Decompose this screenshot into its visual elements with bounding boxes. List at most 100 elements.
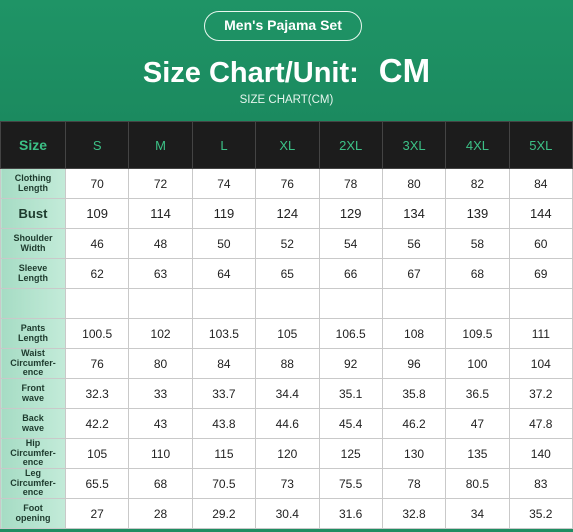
- cell: 47.8: [508, 408, 573, 439]
- cell: 46.2: [381, 408, 447, 439]
- row-label: Clothing Length: [0, 168, 66, 199]
- row-label: Back wave: [0, 408, 66, 439]
- empty-cell: [0, 288, 66, 319]
- title: Size Chart/Unit:: [142, 57, 359, 89]
- cell: 70.5: [191, 468, 257, 499]
- column-header: L: [191, 121, 257, 169]
- cell: 68: [128, 468, 193, 499]
- cell: 54: [318, 228, 383, 259]
- cell: 65.5: [64, 468, 130, 499]
- cell: 60: [508, 228, 573, 259]
- cell: 32.3: [64, 378, 130, 409]
- cell: 82: [445, 168, 510, 199]
- table-row: Shoulder Width 46 48 50 52 54 56 58 60: [0, 228, 573, 259]
- cell: 48: [128, 228, 193, 259]
- cell: 84: [508, 168, 573, 199]
- cell: 66: [318, 258, 383, 289]
- cell: 119: [191, 198, 257, 229]
- cell: 47: [445, 408, 510, 439]
- table-row: Hip Circumfer- ence 105 110 115 120 125 130 135…: [0, 438, 573, 469]
- empty-cell: [255, 288, 320, 319]
- cell: 84: [191, 348, 257, 379]
- row-label: Hip Circumfer- ence: [0, 438, 66, 469]
- cell: 109: [64, 198, 130, 229]
- cell: 43.8: [191, 408, 257, 439]
- header-row: Size S M L XL 2XL 3XL 4XL 5XL: [0, 121, 573, 169]
- cell: 135: [445, 438, 510, 469]
- row-label: Leg Circumfer- ence: [0, 468, 66, 499]
- cell: 73: [255, 468, 320, 499]
- cell: 103.5: [191, 318, 257, 349]
- cell: 37.2: [508, 378, 573, 409]
- cell: 96: [381, 348, 447, 379]
- table-row: Front wave 32.3 33 33.7 34.4 35.1 35.8 36.5 37.2: [0, 378, 573, 409]
- table-row: Sleeve Length 62 63 64 65 66 67 68 69: [0, 258, 573, 289]
- empty-cell: [445, 288, 510, 319]
- cell: 27: [64, 498, 130, 529]
- cell: 43: [128, 408, 193, 439]
- cell: 36.5: [445, 378, 510, 409]
- row-label: Front wave: [0, 378, 66, 409]
- cell: 58: [445, 228, 510, 259]
- cell: 31.6: [318, 498, 383, 529]
- column-header: S: [64, 121, 130, 169]
- empty-cell: [381, 288, 447, 319]
- empty-cell: [64, 288, 130, 319]
- column-header: Size: [0, 121, 66, 169]
- cell: 29.2: [191, 498, 257, 529]
- cell: 83: [508, 468, 573, 499]
- column-header: XL: [255, 121, 320, 169]
- cell: 102: [128, 318, 193, 349]
- empty-cell: [318, 288, 383, 319]
- cell: 124: [255, 198, 320, 229]
- cell: 134: [381, 198, 447, 229]
- column-header: 4XL: [445, 121, 510, 169]
- cell: 100.5: [64, 318, 130, 349]
- subtitle: SIZE CHART(CM): [239, 94, 334, 106]
- title-line: Size Chart/Unit: CM: [0, 52, 573, 90]
- cell: 74: [191, 168, 257, 199]
- cell: 88: [255, 348, 320, 379]
- cell: 80: [128, 348, 193, 379]
- table-row: Leg Circumfer- ence 65.5 68 70.5 73 75.5 78 80.…: [0, 468, 573, 499]
- cell: 130: [381, 438, 447, 469]
- cell: 109.5: [445, 318, 510, 349]
- cell: 105: [255, 318, 320, 349]
- table-row: Bust 109 114 119 124 129 134 139 144: [0, 198, 573, 229]
- cell: 115: [191, 438, 257, 469]
- cell: 80.5: [445, 468, 510, 499]
- row-label: Pants Length: [0, 318, 66, 349]
- cell: 78: [318, 168, 383, 199]
- empty-cell: [191, 288, 257, 319]
- row-label: Sleeve Length: [0, 258, 66, 289]
- cell: 35.2: [508, 498, 573, 529]
- cell: 42.2: [64, 408, 130, 439]
- cell: 46: [64, 228, 130, 259]
- cell: 62: [64, 258, 130, 289]
- cell: 105: [64, 438, 130, 469]
- cell: 28: [128, 498, 193, 529]
- table-row: Clothing Length 70 72 74 76 78 80 82 84: [0, 168, 573, 199]
- row-label: Waist Circumfer- ence: [0, 348, 66, 379]
- unit: CM: [378, 52, 431, 89]
- cell: 69: [508, 258, 573, 289]
- row-label: Shoulder Width: [0, 228, 66, 259]
- empty-cell: [508, 288, 573, 319]
- column-header: 2XL: [318, 121, 383, 169]
- cell: 65: [255, 258, 320, 289]
- cell: 139: [445, 198, 510, 229]
- cell: 104: [508, 348, 573, 379]
- row-label: Foot opening: [0, 498, 66, 529]
- size-table: Size S M L XL 2XL 3XL 4XL 5XL Clothing Length 70 7…: [0, 121, 573, 529]
- cell: 33.7: [191, 378, 257, 409]
- cell: 64: [191, 258, 257, 289]
- cell: 80: [381, 168, 447, 199]
- cell: 32.8: [381, 498, 447, 529]
- cell: 76: [64, 348, 130, 379]
- cell: 33: [128, 378, 193, 409]
- cell: 92: [318, 348, 383, 379]
- table-row: Back wave 42.2 43 43.8 44.6 45.4 46.2 47 47.8: [0, 408, 573, 439]
- header: Men's Pajama Set Size Chart/Unit: CM SIZE…: [0, 0, 573, 121]
- cell: 72: [128, 168, 193, 199]
